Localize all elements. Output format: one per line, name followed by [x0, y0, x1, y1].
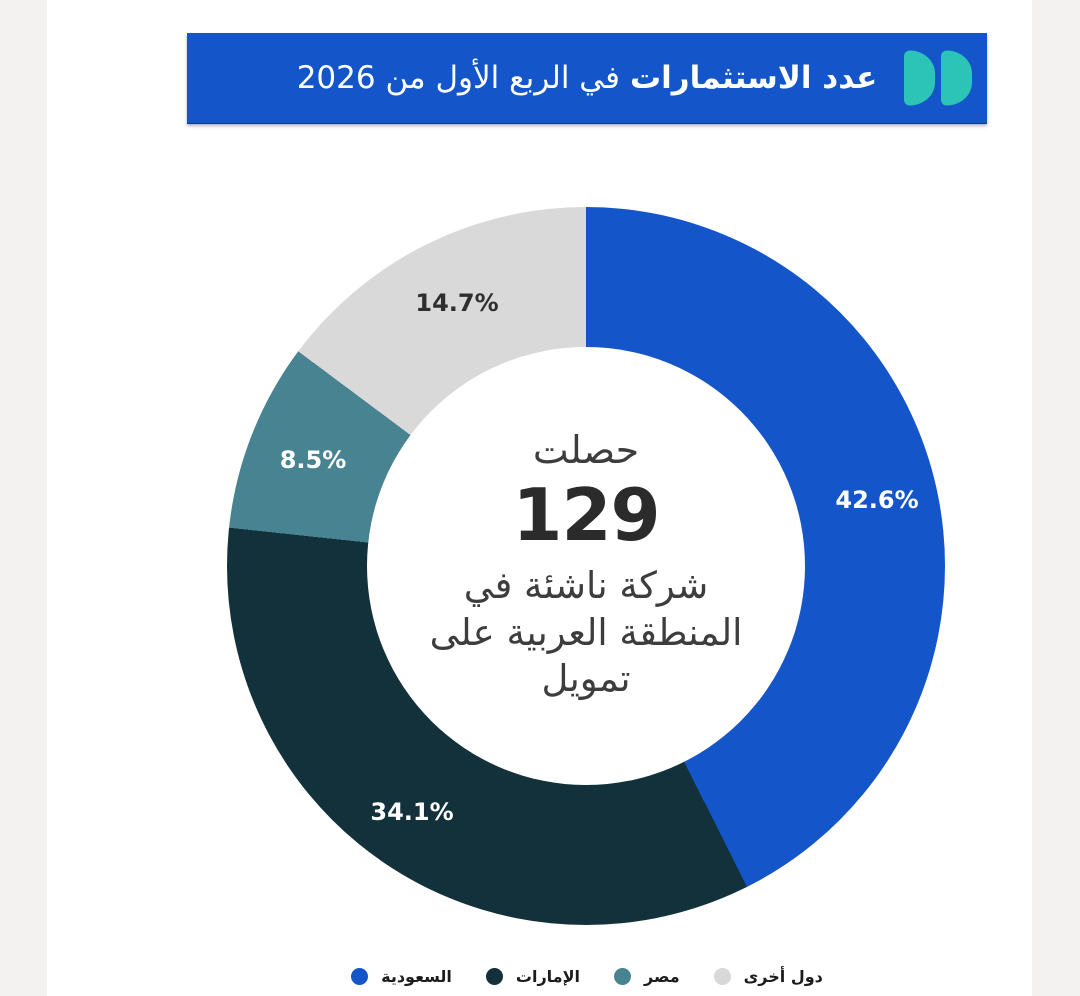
- double-d-logo-icon: [904, 50, 972, 106]
- legend-label-other: دول أخرى: [743, 967, 823, 986]
- chart-title-banner: عدد الاستثمارات في الربع الأول من 2026: [187, 33, 987, 124]
- center-body-text: شركة ناشئة في المنطقة العربية على تمويل: [429, 564, 743, 700]
- legend-label-egypt: مصر: [643, 967, 680, 986]
- legend-dot-egypt-icon: [613, 968, 631, 985]
- slice-percent-label-egypt: 8.5%: [279, 446, 347, 474]
- legend-item-uae: الإمارات: [485, 967, 580, 986]
- donut-chart: 42.6% 34.1% 8.5% 14.7% حصلت 129 شركة ناش…: [227, 207, 945, 925]
- chart-title-rest: في الربع الأول من 2026: [296, 60, 620, 96]
- content-area: عدد الاستثمارات في الربع الأول من 2026 4…: [47, 0, 1032, 996]
- legend-item-other: دول أخرى: [713, 967, 823, 986]
- legend-label-uae: الإمارات: [515, 967, 580, 986]
- logo-d-shape-left: [904, 50, 935, 106]
- donut-center: حصلت 129 شركة ناشئة في المنطقة العربية ع…: [367, 347, 805, 785]
- legend-label-saudi: السعودية: [381, 967, 452, 986]
- chart-title: عدد الاستثمارات في الربع الأول من 2026: [297, 60, 878, 96]
- legend-item-egypt: مصر: [613, 967, 680, 986]
- slice-percent-label-other: 14.7%: [415, 289, 499, 317]
- legend-dot-uae-icon: [485, 968, 503, 985]
- slice-percent-label-saudi: 42.6%: [835, 486, 919, 514]
- legend-dot-saudi-icon: [351, 968, 369, 985]
- logo-d-shape-right: [941, 50, 972, 106]
- center-intro-text: حصلت: [532, 427, 640, 472]
- chart-title-bold: عدد الاستثمارات: [629, 60, 878, 96]
- legend-dot-other-icon: [713, 968, 731, 985]
- legend-item-saudi: السعودية: [351, 967, 452, 986]
- chart-legend: السعودية الإمارات مصر دول أخرى: [47, 957, 1080, 996]
- slice-percent-label-uae: 34.1%: [370, 798, 454, 826]
- center-number: 129: [512, 472, 660, 557]
